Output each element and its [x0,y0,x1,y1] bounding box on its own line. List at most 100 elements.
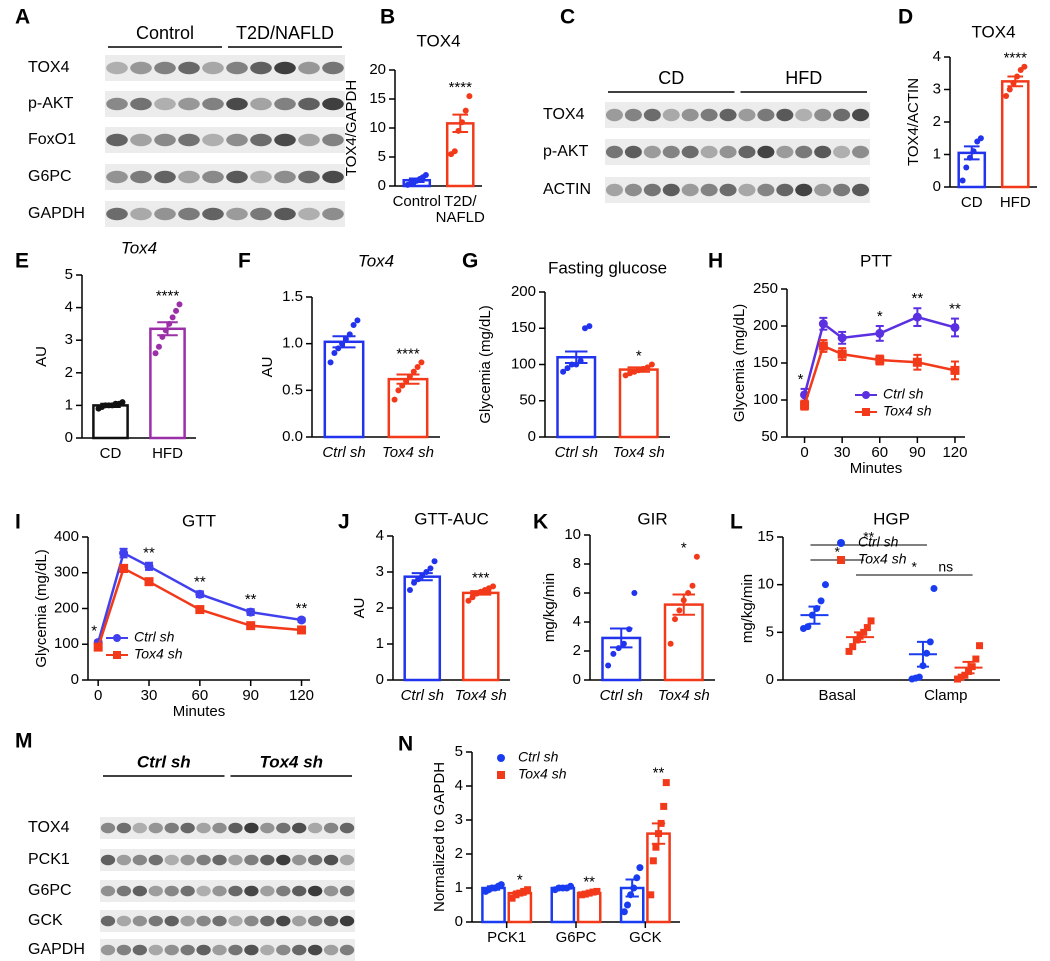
blot-band [322,97,344,111]
data-point [636,864,644,872]
y-tick-label: 5 [455,743,463,760]
chart-title: GIR [637,509,667,528]
blot-band [276,822,291,834]
panel-letter: D [898,6,913,29]
significance: * [91,623,97,640]
significance: **** [449,79,473,96]
data-point [1003,93,1010,99]
x-tick-label: HFD [1000,194,1031,211]
blot-band [274,170,296,184]
y-tick-label: 15 [369,90,386,107]
y-tick-label: 5 [766,623,774,640]
blot-band [164,915,179,927]
blot-strip [100,849,355,871]
data-point [926,638,934,646]
data-point [959,177,966,184]
blot-strip [105,127,345,153]
blot-band [323,944,339,956]
data-point [93,642,103,652]
panel-letter: M [15,730,33,753]
legend-marker [113,651,121,659]
blot-band [738,183,756,197]
blot-band [202,97,224,111]
data-point [804,623,812,631]
blot-band [132,944,148,956]
y-tick-label: 4 [573,613,581,630]
data-point [524,886,532,894]
blot-band [605,108,623,122]
significance: ** [653,765,665,782]
panel-letter: G [462,250,478,273]
blot-row-label: p-AKT [543,143,589,160]
blot-band [164,944,179,956]
series-line [803,344,956,406]
bar [149,327,186,440]
y-tick-label: 5 [378,148,386,165]
data-point [422,171,429,178]
blot-band [322,170,344,184]
blot-band [776,145,794,159]
data-point [462,107,469,114]
y-tick-label: 3 [65,331,73,348]
blot-band [250,170,272,184]
y-tick-label: 5 [65,266,73,283]
data-point [818,319,828,329]
blot-band [130,133,152,147]
data-point [667,640,674,647]
data-point [676,607,683,614]
data-point [465,597,472,604]
panel-letter: B [380,6,395,29]
data-point [144,577,154,587]
legend-label: Ctrl sh [518,749,559,765]
blot-band [106,207,128,221]
blot-band [196,822,211,834]
blot-band [180,885,195,897]
data-point [354,317,361,324]
blot-band [323,854,339,866]
blot-band [228,822,243,834]
blot-row-label: FoxO1 [28,131,76,148]
data-point [863,624,871,632]
data-point [800,400,810,410]
bar [461,591,500,682]
data-point [410,368,417,375]
data-point [586,323,593,330]
y-tick-label: 50 [761,428,778,445]
data-point [930,584,938,592]
data-point [972,655,980,663]
panel-letter: I [15,511,21,534]
data-point [672,616,678,623]
x-tick-label: PCK1 [487,929,526,946]
legend-marker [862,391,870,399]
y-tick-label: 1.0 [282,335,303,352]
significance: * [636,347,642,364]
group-label: HFD [785,68,822,88]
blot-band [202,170,224,184]
blot-band [212,822,227,834]
data-point [620,908,628,916]
data-point [652,843,660,851]
legend-marker [862,408,870,416]
blot-band [276,915,291,927]
y-tick-label: 4 [376,527,384,544]
y-tick-label: 3 [933,80,941,97]
data-point [176,301,183,308]
data-point [297,615,307,625]
y-tick-label: 2 [573,642,581,659]
data-point [693,553,700,560]
blot-band [274,133,296,147]
data-point [631,590,638,596]
y-tick-label: 0 [376,671,384,688]
y-tick-label: 0 [65,429,73,446]
x-tick-label: Clamp [924,687,967,704]
blot-band [292,944,307,956]
data-point [954,675,962,683]
y-tick-label: 0 [528,428,536,445]
y-tick-label: 2 [65,364,73,381]
blot-band [339,885,355,897]
panel-letter: F [238,250,251,273]
blot-band [323,915,339,927]
chart-title: GTT-AUC [414,509,489,528]
x-tick-label: 90 [242,687,259,704]
legend-marker [497,754,505,762]
